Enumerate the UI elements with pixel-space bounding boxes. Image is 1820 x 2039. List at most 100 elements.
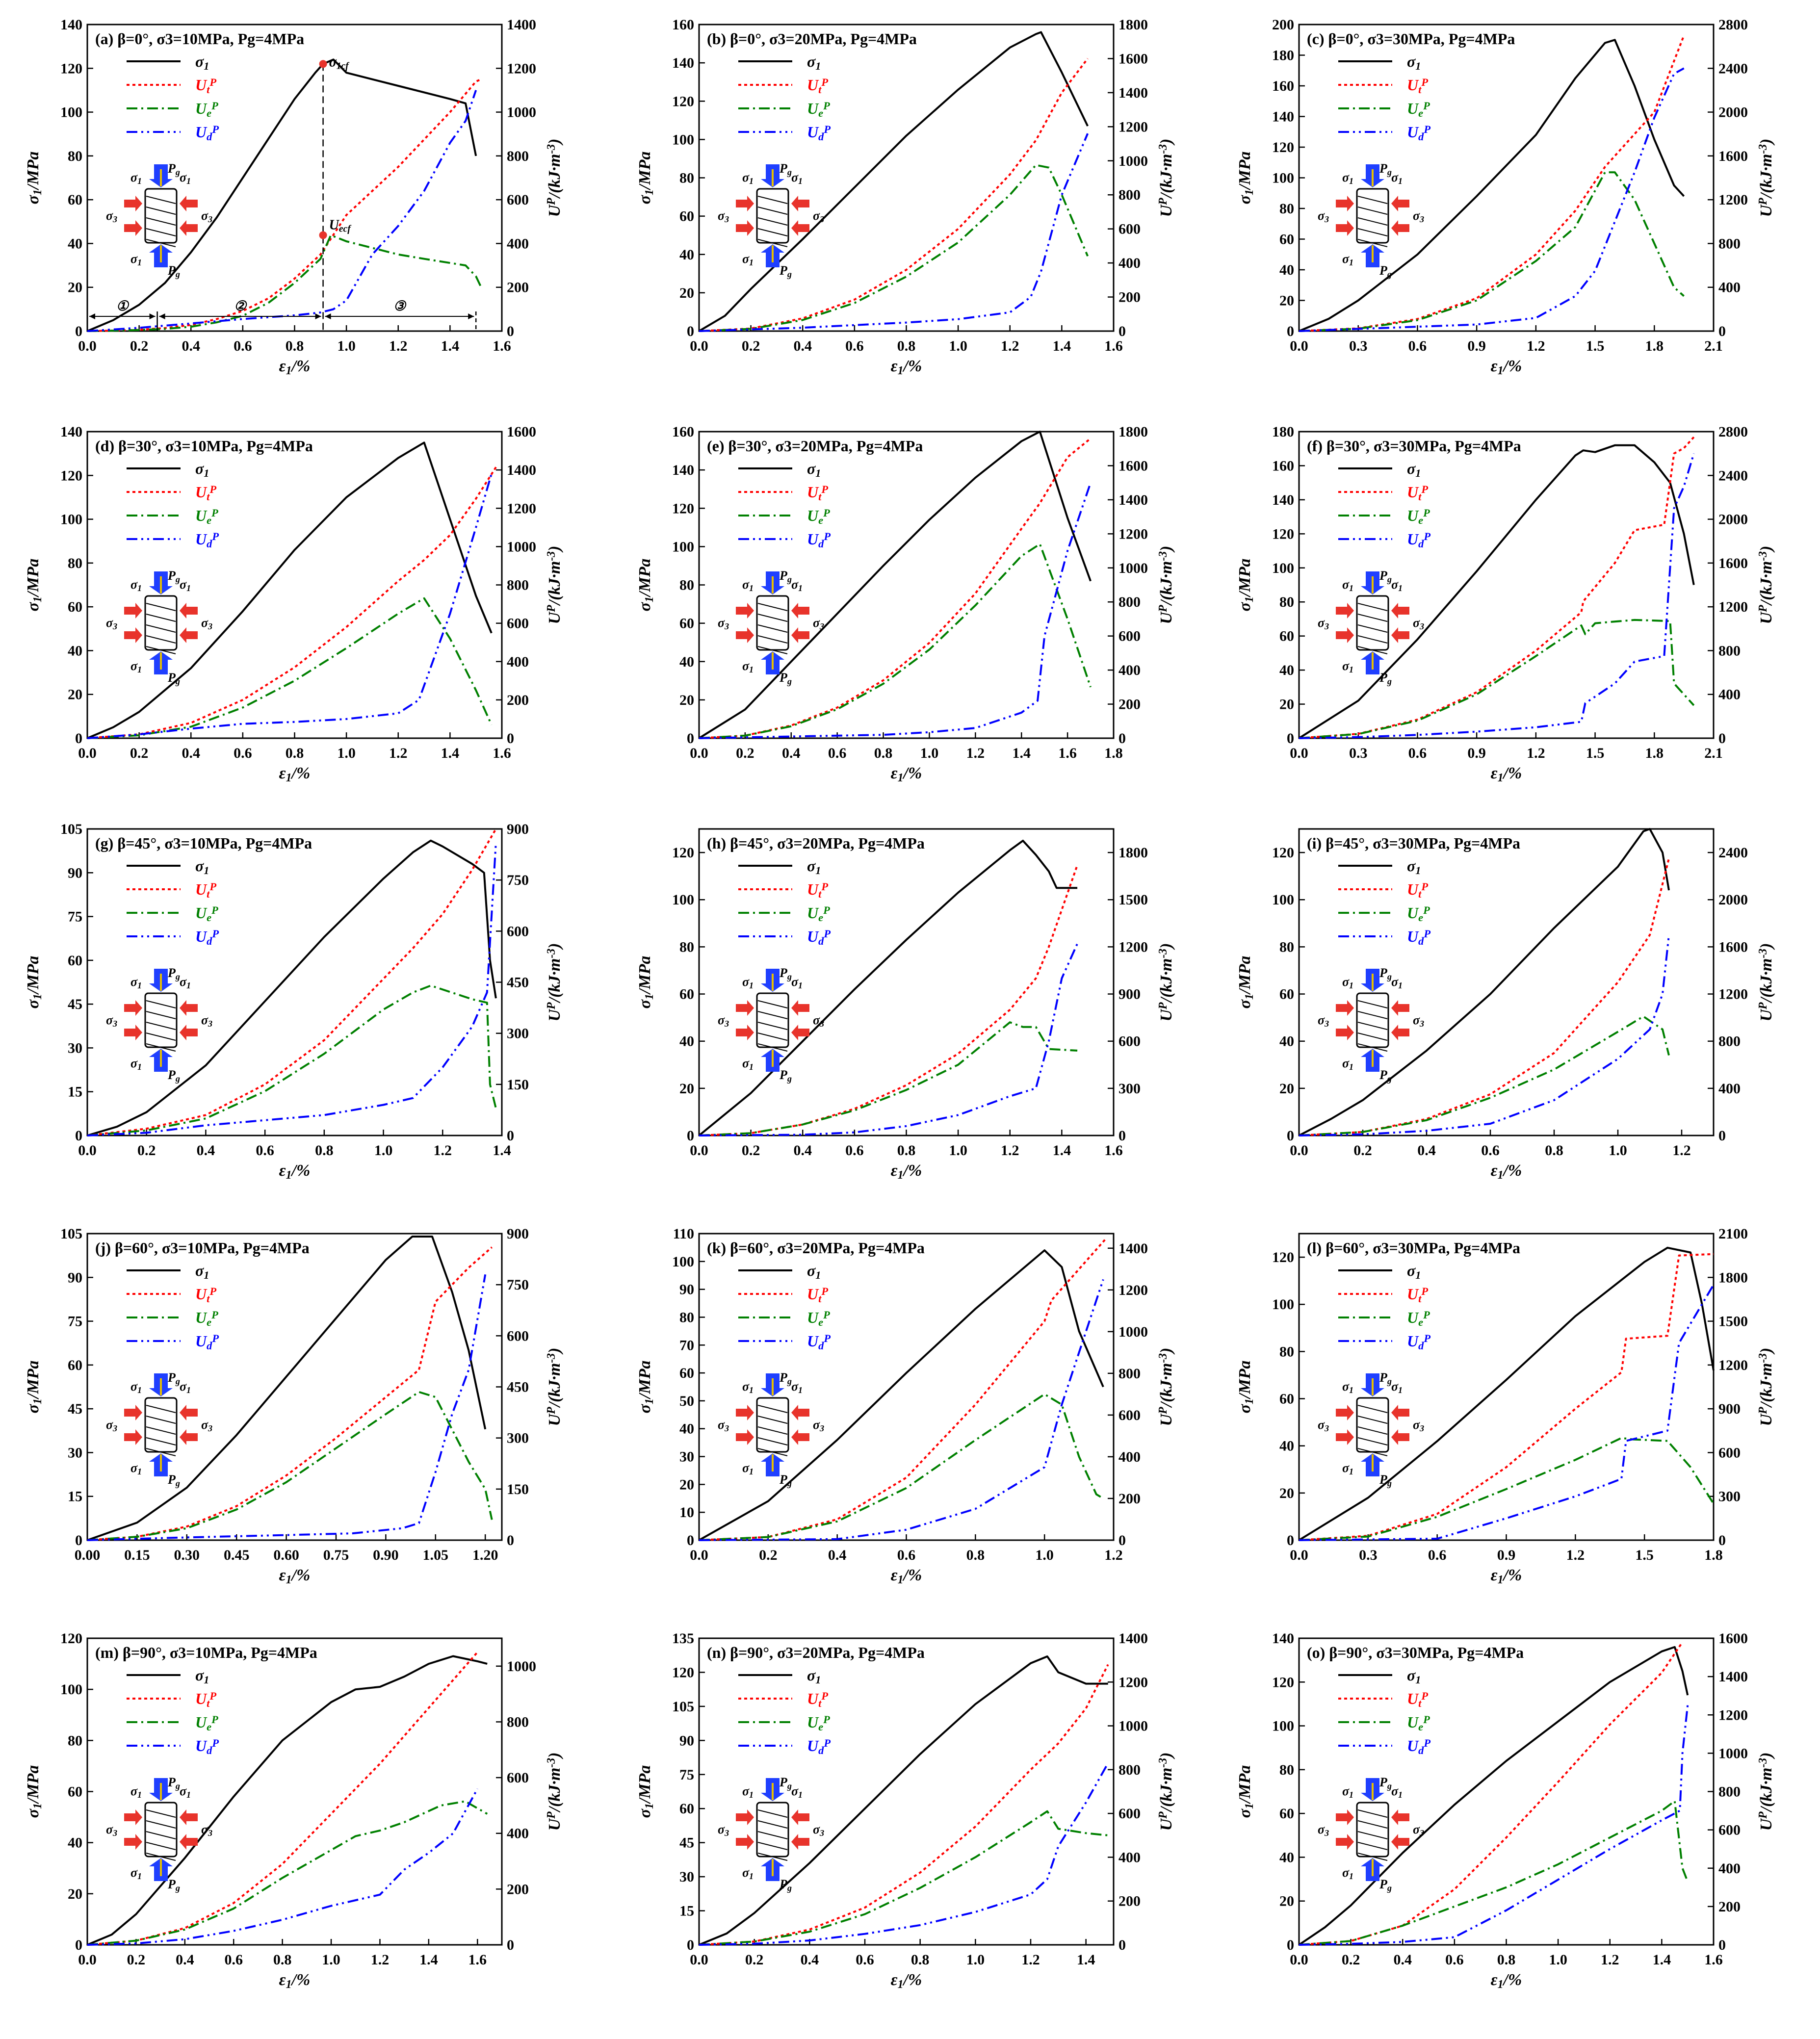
spec-label-sigma1-top-right: σ1	[1391, 1379, 1403, 1395]
spec-label-sigma1-top: σ1	[130, 170, 142, 186]
y2-tick-label: 2800	[1718, 17, 1748, 33]
legend: σ1 UtP UeP UdP	[127, 460, 219, 550]
spec-label-sigma1-bottom: σ1	[742, 1865, 754, 1881]
x-axis-label: ε1/%	[891, 1971, 922, 1991]
y2-tick-label: 1600	[1718, 939, 1748, 955]
legend-label-Ut: UtP	[1407, 1285, 1428, 1305]
confining-arrow-icon	[1336, 220, 1354, 236]
x-tick-label: 0.2	[1353, 1142, 1372, 1159]
y-axis-label-group: σ1/MPa	[24, 1765, 44, 1818]
spec-label-pg-top: Pg	[167, 966, 180, 981]
x-axis-label: ε1/%	[279, 1161, 311, 1182]
confining-arrow-icon	[736, 1405, 754, 1420]
spec-label-sigma1-top: σ1	[1342, 577, 1353, 593]
legend-label-Ue: UeP	[195, 100, 218, 119]
cylinder-hatch	[757, 1405, 788, 1413]
spec-label-sigma3-right: σ3	[1413, 1822, 1424, 1838]
x-tick-label: 0.8	[1497, 1952, 1516, 1968]
series-line-Ud	[1299, 1705, 1689, 1946]
legend-label-Ut: UtP	[807, 76, 828, 96]
series-line-Ut	[699, 58, 1089, 332]
confining-arrow-icon	[736, 196, 754, 211]
chart-panel-j: 0.00 0.15 0.30 0.45 0.60 0.75 0.90 1.05 1.20 0 15 3…	[24, 1226, 564, 1586]
x-axis-label: ε1/%	[279, 1971, 311, 1991]
cylinder-hatch	[757, 635, 788, 644]
legend-label-Ue: UeP	[807, 1713, 830, 1733]
cylinder-hatch	[146, 646, 176, 654]
chart-panel-i: 0.0 0.2 0.4 0.6 0.8 1.0 1.20204060801001200400…	[1236, 828, 1775, 1182]
y2-axis-label-group: UP/(kJ·m-3)	[545, 139, 564, 217]
x-tick-label: 0.0	[78, 1142, 97, 1159]
x-tick-label: 0.6	[234, 745, 252, 761]
y2-axis-label: UP/(kJ·m-3)	[1757, 943, 1775, 1022]
spec-label-sigma1-bottom: σ1	[130, 1461, 142, 1476]
series-line-Ue	[87, 984, 497, 1136]
spec-label-pg-bottom: Pg	[167, 1068, 180, 1084]
y-tick-label: 120	[1272, 1674, 1294, 1690]
spec-label-sigma3-left: σ3	[106, 616, 117, 631]
y-tick-label: 90	[679, 1732, 694, 1749]
legend-label-Ud: UdP	[1407, 1332, 1430, 1352]
y2-tick-label: 800	[1718, 1033, 1741, 1050]
cylinder-hatch	[1357, 1853, 1388, 1861]
x-tick-label: 0.6	[234, 338, 252, 354]
cylinder-hatch	[146, 1437, 176, 1445]
legend-label-Ut: UtP	[807, 1285, 828, 1305]
y-tick-label: 60	[679, 1365, 694, 1381]
cylinder-hatch	[1357, 624, 1388, 633]
legend: σ1 UtP UeP UdP	[127, 52, 219, 143]
legend-label-Ut: UtP	[195, 1690, 216, 1709]
y2-axis-label: UP/(kJ·m-3)	[1757, 546, 1775, 624]
x-tick-label: 1.6	[468, 1952, 487, 1968]
confining-arrow-icon	[124, 196, 142, 211]
cylinder-hatch	[757, 1831, 788, 1839]
y-tick-label: 45	[679, 1835, 694, 1851]
y2-tick-label: 800	[1118, 187, 1141, 203]
x-tick-label: 0.4	[794, 1142, 812, 1159]
y2-tick-label: 0	[1118, 730, 1126, 747]
confining-arrow-icon	[1391, 1429, 1409, 1445]
cylinder-hatch	[757, 1032, 788, 1041]
y-tick-label: 140	[60, 17, 82, 33]
y-tick-label: 180	[1272, 424, 1294, 440]
y2-tick-label: 400	[507, 654, 529, 670]
y2-tick-label: 600	[1118, 1033, 1141, 1050]
y2-axis-label-group: UP/(kJ·m-3)	[1157, 943, 1175, 1022]
legend-label-Ud: UdP	[807, 123, 831, 143]
region-arrowhead-icon	[89, 313, 95, 319]
y-tick-label: 120	[672, 93, 694, 109]
spec-label-sigma3-right: σ3	[813, 1418, 824, 1433]
series-line-Ue	[1299, 1437, 1715, 1541]
legend-label-Ut: UtP	[195, 483, 216, 503]
y-tick-label: 120	[672, 845, 694, 861]
x-tick-label: 0.8	[1545, 1142, 1563, 1159]
y-tick-label: 160	[672, 424, 694, 440]
y2-tick-label: 800	[507, 148, 529, 164]
legend-label-Ud: UdP	[1407, 123, 1430, 143]
legend-label-Ud: UdP	[1407, 928, 1430, 947]
confining-arrow-icon	[180, 1000, 198, 1016]
y2-tick-label: 2400	[1718, 467, 1748, 484]
x-tick-label: 0.0	[78, 1952, 97, 1968]
x-tick-label: 1.0	[949, 338, 967, 354]
legend-label-sigma1: σ1	[1407, 1666, 1421, 1686]
y-axis-label: σ1/MPa	[1236, 956, 1256, 1009]
y-tick-label: 0	[75, 1532, 82, 1549]
y2-tick-label: 600	[1118, 221, 1141, 237]
chart-title: (a) β=0°, σ3=10MPa, Pg=4MPa	[95, 30, 304, 48]
x-tick-label: 0.4	[1394, 1952, 1412, 1968]
x-tick-label: 0.60	[273, 1547, 299, 1563]
x-tick-label: 1.0	[1549, 1952, 1567, 1968]
y2-axis-label: UP/(kJ·m-3)	[1157, 546, 1175, 624]
y-tick-label: 80	[679, 939, 694, 955]
x-tick-label: 0.6	[1408, 338, 1427, 354]
series-line-Ue	[1299, 619, 1695, 739]
plot-frame	[86, 1233, 503, 1541]
y-tick-label: 80	[679, 1309, 694, 1325]
y-tick-label: 80	[68, 555, 82, 571]
series-line-sigma1	[87, 1655, 488, 1946]
spec-label-sigma1-top-right: σ1	[791, 1784, 803, 1800]
y2-tick-label: 200	[1118, 697, 1141, 713]
y2-tick-label: 0	[1718, 1532, 1726, 1549]
